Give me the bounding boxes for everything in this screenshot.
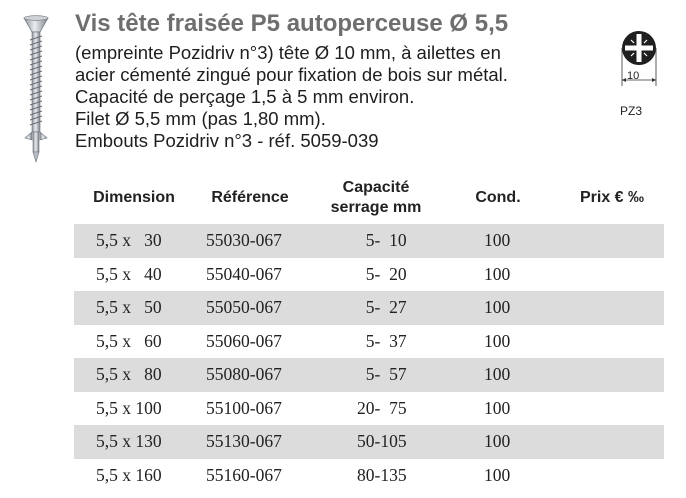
table-row: 5,5 x 160 55160-067 80-135 100 (74, 459, 664, 493)
cell-reference: 55130-067 (206, 431, 282, 452)
description-line: Capacité de perçage 1,5 à 5 mm environ. (75, 86, 415, 107)
cell-dimension: 5,5 x 80 (96, 364, 162, 385)
pozidriv-head-icon (621, 31, 657, 86)
cell-cond: 100 (484, 330, 511, 351)
cell-reference: 55080-067 (206, 364, 282, 385)
cell-dimension: 5,5 x 130 (96, 431, 162, 452)
table-row: 5,5 x 130 55130-067 50-105 100 (74, 425, 664, 459)
description-line: acier cémenté zingué pour fixation de bo… (75, 64, 508, 85)
product-table: Dimension Référence Capacité serrage mm … (74, 172, 664, 492)
screw-image (23, 15, 49, 164)
table-row: 5,5 x 60 55060-067 5- 37 100 (74, 325, 664, 359)
cell-capacity: 5- 10 (357, 230, 407, 251)
cell-reference: 55050-067 (206, 297, 282, 318)
cell-reference: 55030-067 (206, 230, 282, 251)
cell-reference: 55060-067 (206, 330, 282, 351)
header-capacity-line2: serrage mm (330, 199, 422, 216)
cell-cond: 100 (484, 263, 511, 284)
drive-type-label: PZ3 (620, 104, 643, 118)
cell-dimension: 5,5 x 160 (96, 464, 162, 485)
cell-capacity: 5- 37 (357, 330, 407, 351)
cell-capacity: 5- 20 (357, 263, 407, 284)
header-dimension: Dimension (93, 189, 175, 206)
cell-dimension: 5,5 x 60 (96, 330, 162, 351)
cell-capacity: 50-105 (357, 431, 407, 452)
cell-reference: 55100-067 (206, 397, 282, 418)
description-line: Filet Ø 5,5 mm (pas 1,80 mm). (75, 108, 326, 129)
cell-cond: 100 (484, 464, 511, 485)
header-reference: Référence (211, 189, 289, 206)
header-capacity: Capacité serrage mm (318, 172, 434, 224)
cell-capacity: 5- 57 (357, 364, 407, 385)
product-title: Vis tête fraisée P5 autoperceuse Ø 5,5 (75, 10, 509, 37)
cell-capacity: 20- 75 (357, 397, 407, 418)
cell-cond: 100 (484, 297, 511, 318)
table-row: 5,5 x 30 55030-067 5- 10 100 (74, 224, 664, 258)
table-row: 5,5 x 100 55100-067 20- 75 100 (74, 392, 664, 426)
head-size-label: 10 (627, 70, 640, 82)
header-price: Prix € ‰ (579, 189, 645, 206)
cell-dimension: 5,5 x 40 (96, 263, 162, 284)
cell-dimension: 5,5 x 50 (96, 297, 162, 318)
cell-cond: 100 (484, 230, 511, 251)
table-row: 5,5 x 50 55050-067 5- 27 100 (74, 291, 664, 325)
cell-dimension: 5,5 x 100 (96, 397, 162, 418)
cell-cond: 100 (484, 431, 511, 452)
cell-capacity: 5- 27 (357, 297, 407, 318)
header-capacity-line1: Capacité (342, 179, 410, 196)
table-row: 5,5 x 80 55080-067 5- 57 100 (74, 358, 664, 392)
table-row: 5,5 x 40 55040-067 5- 20 100 (74, 258, 664, 292)
cell-capacity: 80-135 (357, 464, 407, 485)
description-line: Embouts Pozidriv n°3 - réf. 5059-039 (75, 130, 379, 151)
header-cond: Cond. (475, 189, 521, 206)
table-header: Dimension Référence Capacité serrage mm … (74, 172, 664, 224)
product-description: (empreinte Pozidriv n°3) tête Ø 10 mm, à… (75, 42, 595, 152)
cell-cond: 100 (484, 397, 511, 418)
cell-reference: 55160-067 (206, 464, 282, 485)
description-line: (empreinte Pozidriv n°3) tête Ø 10 mm, à… (75, 42, 501, 63)
cell-dimension: 5,5 x 30 (96, 230, 162, 251)
cell-reference: 55040-067 (206, 263, 282, 284)
cell-cond: 100 (484, 364, 511, 385)
